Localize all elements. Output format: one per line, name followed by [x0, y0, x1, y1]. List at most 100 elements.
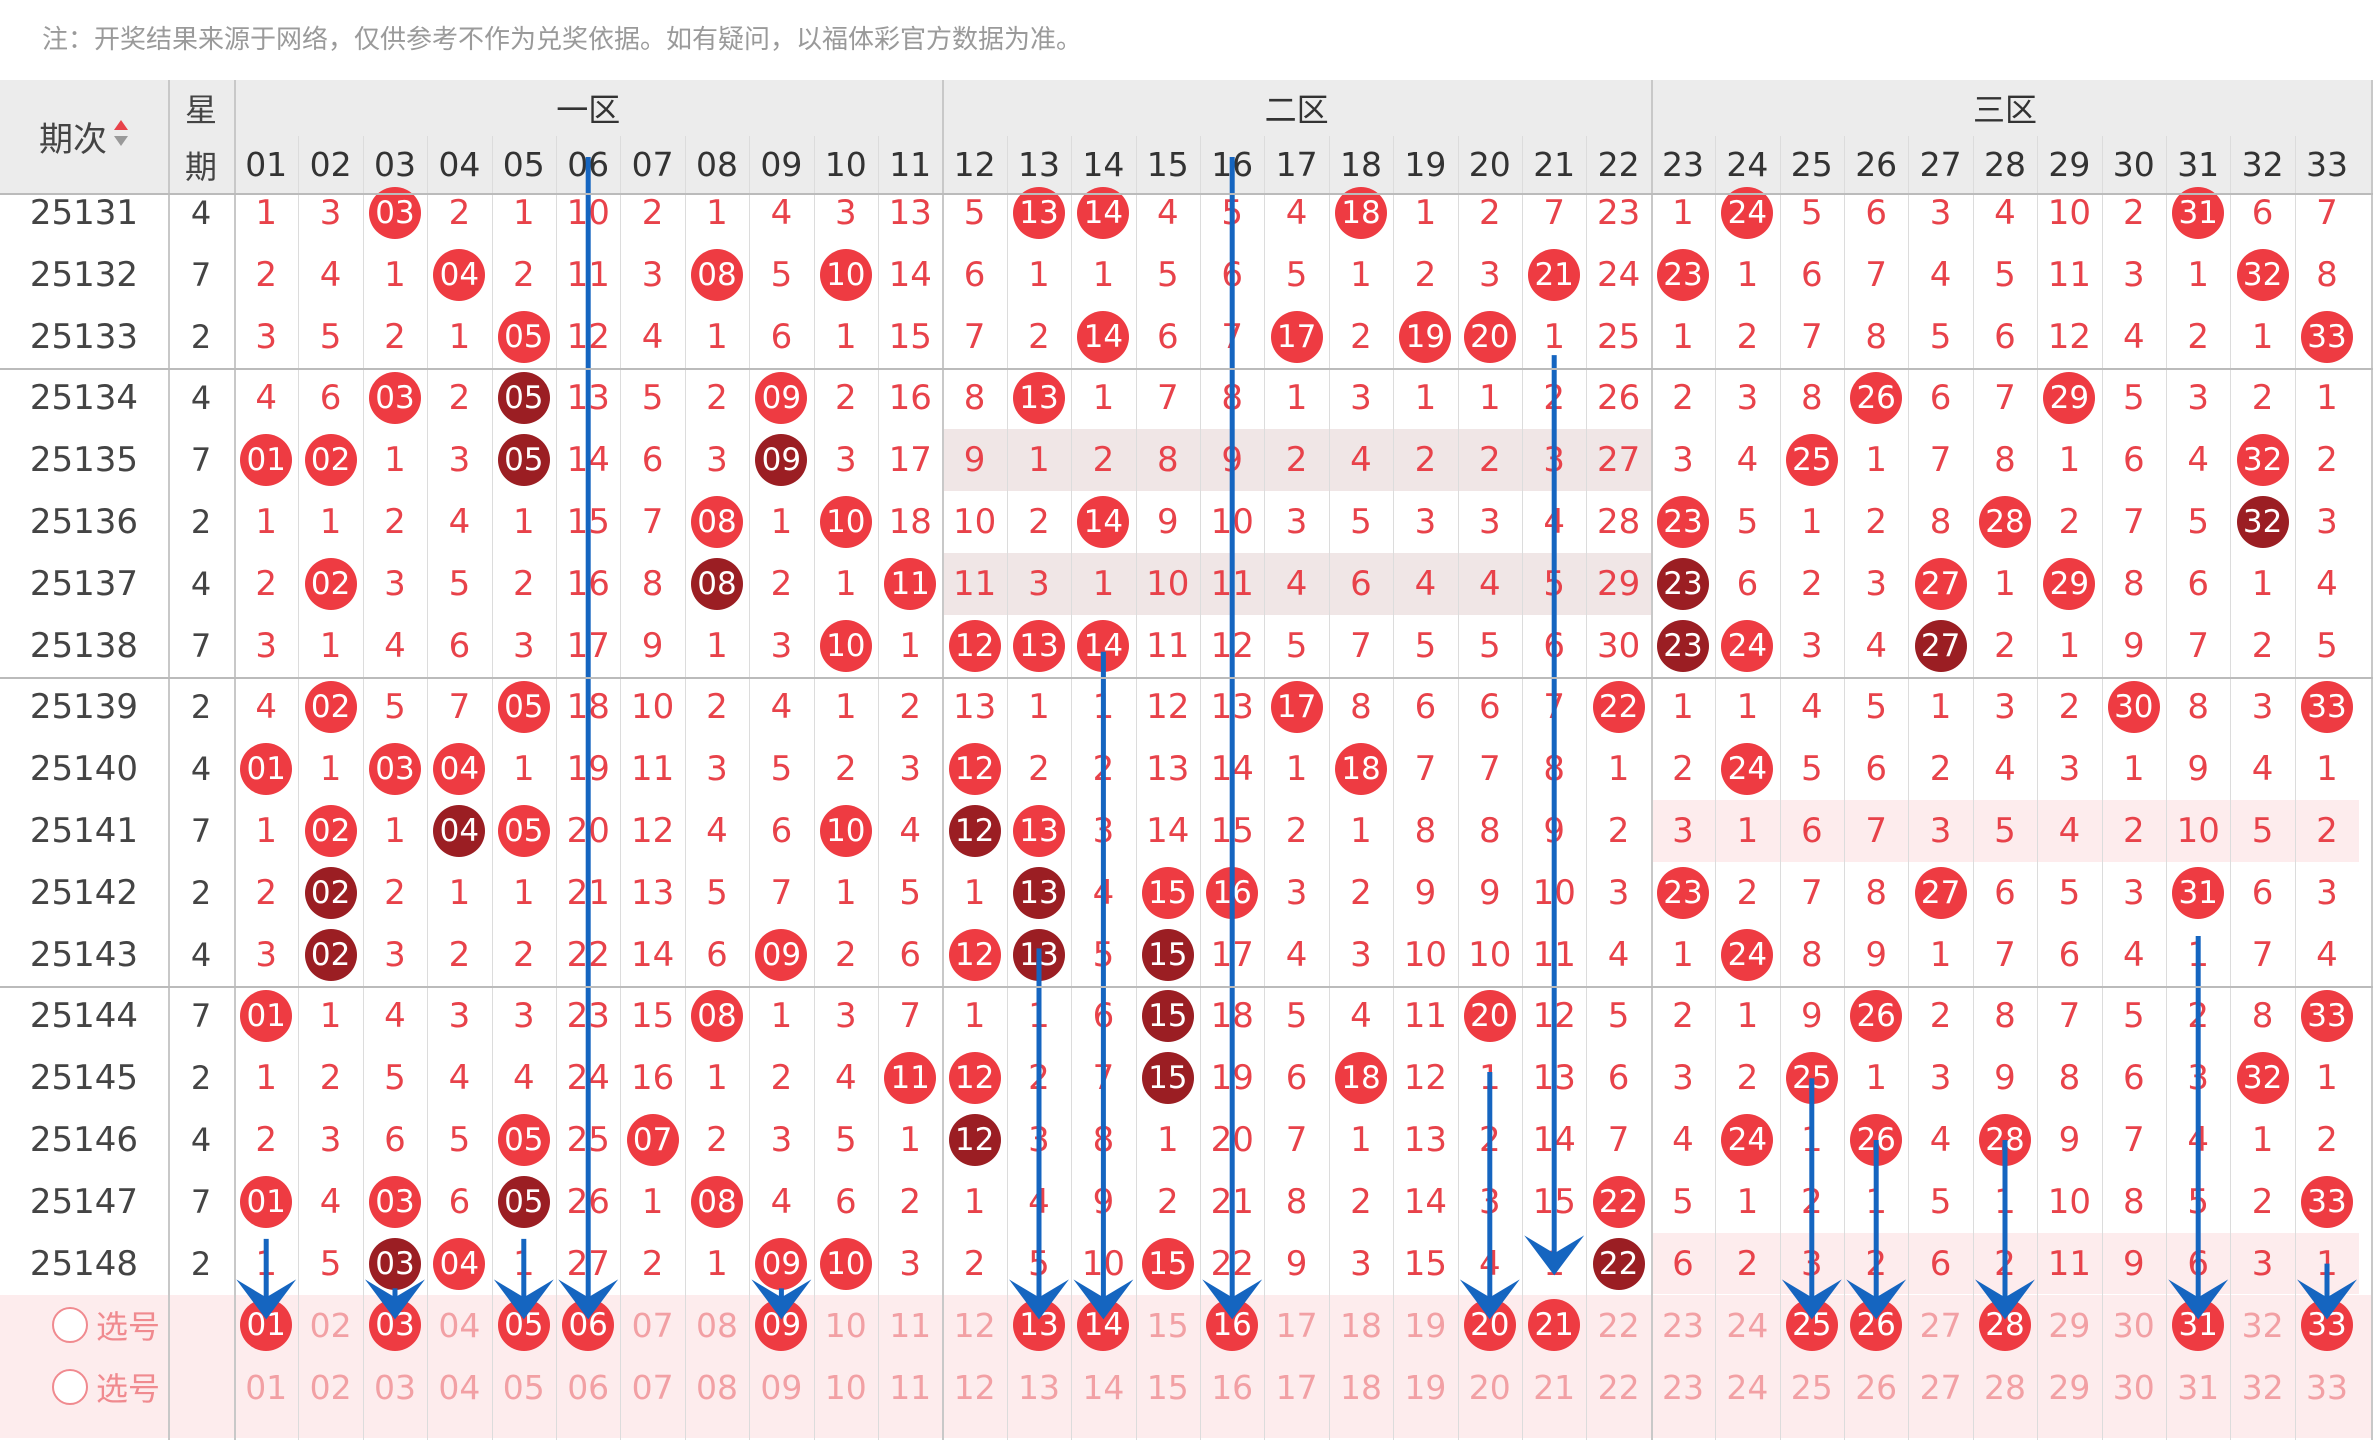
- omission-count: 5: [1285, 625, 1308, 666]
- pick-number[interactable]: 16: [1211, 1367, 1254, 1407]
- pick-number-selected[interactable]: 21: [1528, 1299, 1581, 1352]
- drawn-number-ball: 01: [240, 990, 293, 1043]
- pick-number[interactable]: 28: [1983, 1367, 2026, 1407]
- drawn-number-ball: 21: [1528, 248, 1581, 301]
- omission-count: 6: [2251, 872, 2274, 913]
- pick-number[interactable]: 13: [1017, 1367, 1060, 1407]
- pick-number[interactable]: 02: [309, 1367, 352, 1407]
- omission-count: 3: [1285, 872, 1308, 913]
- pick-number[interactable]: 08: [695, 1367, 738, 1407]
- issue-number: 25148: [29, 1243, 139, 1284]
- omission-count: 1: [1929, 687, 1952, 728]
- pick-number[interactable]: 23: [1661, 1305, 1704, 1345]
- omission-count: 1: [1028, 996, 1050, 1037]
- pick-number[interactable]: 12: [953, 1367, 996, 1407]
- pick-number[interactable]: 30: [2112, 1367, 2155, 1407]
- pick-number-selected[interactable]: 20: [1463, 1299, 1516, 1352]
- omission-count: 5: [641, 378, 664, 419]
- pick-number[interactable]: 27: [1919, 1305, 1962, 1345]
- sort-icon[interactable]: [113, 117, 129, 157]
- omission-count: 3: [706, 749, 728, 790]
- omission-count: 7: [1543, 192, 1566, 233]
- pick-number[interactable]: 32: [2241, 1367, 2284, 1407]
- omission-count: 13: [630, 872, 675, 913]
- pick-number[interactable]: 15: [1146, 1367, 1189, 1407]
- omission-count: 13: [1532, 1058, 1576, 1099]
- omission-count: 3: [1028, 563, 1050, 604]
- pick-number-selected[interactable]: 33: [2301, 1299, 2353, 1352]
- pick-number[interactable]: 31: [2177, 1367, 2220, 1407]
- issue-column-header[interactable]: 期次: [0, 80, 168, 193]
- pick-number[interactable]: 29: [2048, 1367, 2091, 1407]
- pick-number-selected[interactable]: 03: [369, 1299, 421, 1352]
- pick-number[interactable]: 07: [631, 1367, 674, 1407]
- pick-number[interactable]: 02: [309, 1305, 352, 1345]
- pick-number-selected[interactable]: 05: [497, 1299, 550, 1352]
- pick-number[interactable]: 14: [1082, 1367, 1125, 1407]
- pick-number[interactable]: 15: [1146, 1305, 1189, 1345]
- pick-number[interactable]: 22: [1597, 1305, 1640, 1345]
- pick-number[interactable]: 01: [245, 1367, 288, 1407]
- group-divider-line: [0, 193, 2373, 195]
- pick-number[interactable]: 04: [438, 1367, 481, 1407]
- pick-number[interactable]: 32: [2241, 1305, 2284, 1345]
- pick-number[interactable]: 19: [1404, 1367, 1447, 1407]
- omission-count: 1: [1607, 749, 1630, 790]
- pick-number[interactable]: 19: [1404, 1305, 1447, 1345]
- pick-number[interactable]: 26: [1855, 1367, 1898, 1407]
- select-radio[interactable]: [52, 1307, 88, 1344]
- pick-number[interactable]: 17: [1275, 1367, 1318, 1407]
- omission-count: 5: [2316, 625, 2338, 666]
- drawn-number-ball: 24: [1721, 187, 1774, 239]
- pick-number[interactable]: 24: [1726, 1367, 1769, 1407]
- pick-number[interactable]: 17: [1275, 1305, 1318, 1345]
- omission-count: 1: [512, 749, 535, 790]
- pick-number[interactable]: 24: [1726, 1305, 1769, 1345]
- pick-number[interactable]: 12: [953, 1305, 996, 1345]
- omission-count: 3: [1672, 440, 1694, 481]
- omission-count: 7: [1156, 378, 1179, 419]
- pick-number[interactable]: 25: [1790, 1367, 1833, 1407]
- pick-number-selected[interactable]: 13: [1013, 1299, 1065, 1352]
- omission-count: 3: [706, 440, 728, 481]
- pick-number[interactable]: 30: [2112, 1305, 2155, 1345]
- number-column-header: 33: [2305, 145, 2348, 184]
- omission-count: 9: [2122, 625, 2145, 666]
- pick-number[interactable]: 06: [567, 1367, 610, 1407]
- pick-number[interactable]: 10: [824, 1305, 867, 1345]
- pick-number[interactable]: 05: [502, 1367, 545, 1407]
- pick-number[interactable]: 18: [1339, 1305, 1382, 1345]
- drawn-number-ball: 23: [1657, 866, 1709, 919]
- pick-number-selected[interactable]: 28: [1979, 1299, 2031, 1352]
- pick-number[interactable]: 08: [695, 1305, 738, 1345]
- pick-number[interactable]: 09: [760, 1367, 803, 1407]
- pick-number[interactable]: 20: [1468, 1367, 1511, 1407]
- omission-count: 6: [2187, 1243, 2210, 1284]
- drawn-number-ball: 22: [1592, 1175, 1645, 1228]
- number-column-header: 04: [438, 145, 481, 184]
- pick-number-selected[interactable]: 25: [1785, 1299, 1838, 1352]
- omission-count: 3: [1672, 810, 1694, 851]
- pick-number[interactable]: 21: [1533, 1367, 1576, 1407]
- pick-number[interactable]: 10: [824, 1367, 867, 1407]
- omission-count: 1: [1478, 1058, 1501, 1099]
- pick-number[interactable]: 27: [1919, 1367, 1962, 1407]
- pick-number[interactable]: 29: [2048, 1305, 2091, 1345]
- column-divider-line: [1393, 136, 1395, 1440]
- pick-number[interactable]: 07: [631, 1305, 674, 1345]
- drawn-number-ball: 03: [369, 1237, 421, 1290]
- omission-count: 3: [384, 563, 406, 604]
- pick-number[interactable]: 23: [1661, 1367, 1704, 1407]
- pick-number[interactable]: 04: [438, 1305, 481, 1345]
- select-radio[interactable]: [52, 1369, 88, 1406]
- omission-count: 12: [630, 810, 675, 851]
- pick-number[interactable]: 11: [889, 1367, 932, 1407]
- pick-number[interactable]: 11: [889, 1305, 932, 1345]
- drawn-number-ball: 08: [691, 1175, 743, 1228]
- omission-count: 20: [566, 810, 610, 851]
- pick-number[interactable]: 33: [2305, 1367, 2348, 1407]
- pick-number[interactable]: 18: [1339, 1367, 1382, 1407]
- pick-number[interactable]: 22: [1597, 1367, 1640, 1407]
- pick-number[interactable]: 03: [373, 1367, 416, 1407]
- omission-count: 5: [706, 872, 728, 913]
